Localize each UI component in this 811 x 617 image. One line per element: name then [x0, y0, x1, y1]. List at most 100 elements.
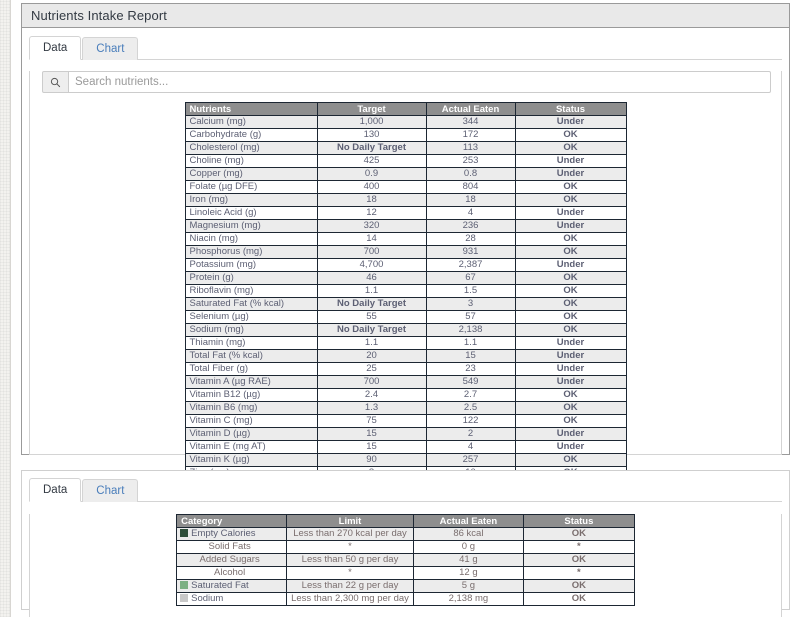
- table-row[interactable]: Thiamin (mg) 1.1 1.1 Under: [184, 336, 627, 350]
- status-badge: OK: [522, 553, 635, 567]
- nutrient-target: 4,700: [316, 258, 427, 272]
- table-row[interactable]: Potassium (mg) 4,700 2,387 Under: [184, 258, 627, 272]
- tab-chart-nutrients-label: Chart: [96, 43, 125, 55]
- table-row[interactable]: Selenium (µg) 55 57 OK: [184, 310, 627, 324]
- nutrients-panel-body: Data Chart: [22, 36, 789, 480]
- col-header-actual-eaten-2[interactable]: Actual Eaten: [412, 514, 524, 528]
- nutrient-name: Total Fiber (g): [184, 362, 318, 376]
- col-header-status-2[interactable]: Status: [522, 514, 635, 528]
- status-badge: *: [522, 566, 635, 580]
- page-title-text: Nutrients Intake Report: [31, 8, 167, 23]
- table-row[interactable]: Empty Calories Less than 270 kcal per day…: [176, 527, 635, 541]
- col-header-status[interactable]: Status: [514, 102, 627, 116]
- table-row[interactable]: Sodium Less than 2,300 mg per day 2,138 mg…: [176, 592, 635, 606]
- category-limit: *: [286, 566, 414, 580]
- table-row[interactable]: Calcium (mg) 1,000 344 Under: [184, 115, 627, 129]
- nutrient-actual: 1.1: [425, 336, 516, 350]
- table-row[interactable]: Vitamin B12 (µg) 2.4 2.7 OK: [184, 388, 627, 402]
- nutrient-name: Vitamin B12 (µg): [184, 388, 318, 402]
- status-badge: Under: [514, 219, 627, 233]
- table-row[interactable]: Niacin (mg) 14 28 OK: [184, 232, 627, 246]
- category-limit: Less than 50 g per day: [286, 553, 414, 567]
- table-row[interactable]: Riboflavin (mg) 1.1 1.5 OK: [184, 284, 627, 298]
- table-row[interactable]: Phosphorus (mg) 700 931 OK: [184, 245, 627, 259]
- status-badge: Under: [514, 167, 627, 181]
- nutrient-actual: 804: [425, 180, 516, 194]
- nutrient-actual: 4: [425, 440, 516, 454]
- status-badge: OK: [514, 310, 627, 324]
- nutrient-name: Phosphorus (mg): [184, 245, 318, 259]
- table-row[interactable]: Linoleic Acid (g) 12 4 Under: [184, 206, 627, 220]
- tab-data-nutrients-label: Data: [43, 42, 68, 54]
- table-row[interactable]: Saturated Fat (% kcal) No Daily Target 3 OK: [184, 297, 627, 311]
- tab-data-limits[interactable]: Data: [29, 478, 82, 502]
- col-header-limit[interactable]: Limit: [286, 514, 414, 528]
- status-badge: OK: [514, 401, 627, 415]
- status-badge: Under: [514, 427, 627, 441]
- table-row[interactable]: Protein (g) 46 67 OK: [184, 271, 627, 285]
- col-header-actual-eaten[interactable]: Actual Eaten: [425, 102, 516, 116]
- table-row[interactable]: Carbohydrate (g) 130 172 OK: [184, 128, 627, 142]
- status-badge: OK: [514, 271, 627, 285]
- table-row[interactable]: Folate (µg DFE) 400 804 OK: [184, 180, 627, 194]
- nutrient-actual: 57: [425, 310, 516, 324]
- table-row[interactable]: Vitamin D (µg) 15 2 Under: [184, 427, 627, 441]
- table-row[interactable]: Saturated Fat Less than 22 g per day 5 g OK: [176, 579, 635, 593]
- status-badge: *: [522, 540, 635, 554]
- table-row[interactable]: Vitamin A (µg RAE) 700 549 Under: [184, 375, 627, 389]
- nutrient-target: 700: [316, 245, 427, 259]
- nutrients-table-head: Nutrients Target Actual Eaten Status: [184, 102, 627, 116]
- table-row[interactable]: Total Fat (% kcal) 20 15 Under: [184, 349, 627, 363]
- nutrient-target: 400: [316, 180, 427, 194]
- category-subname: Added Sugars: [176, 553, 288, 567]
- table-row[interactable]: Solid Fats * 0 g *: [176, 540, 635, 554]
- status-badge: OK: [514, 193, 627, 207]
- tab-chart-nutrients[interactable]: Chart: [82, 37, 139, 60]
- table-row[interactable]: Vitamin C (mg) 75 122 OK: [184, 414, 627, 428]
- nutrients-table: Nutrients Target Actual Eaten Status Cal…: [184, 102, 627, 480]
- nutrient-actual: 2: [425, 427, 516, 441]
- table-row[interactable]: Vitamin K (µg) 90 257 OK: [184, 453, 627, 467]
- nutrient-target: 18: [316, 193, 427, 207]
- table-row[interactable]: Iron (mg) 18 18 OK: [184, 193, 627, 207]
- table-row[interactable]: Added Sugars Less than 50 g per day 41 g OK: [176, 553, 635, 567]
- category-name-label: Sodium: [191, 593, 224, 604]
- nutrients-header-row: Nutrients Target Actual Eaten Status: [184, 102, 627, 116]
- category-actual: 5 g: [412, 579, 524, 593]
- nutrient-target: 425: [316, 154, 427, 168]
- table-row[interactable]: Magnesium (mg) 320 236 Under: [184, 219, 627, 233]
- table-row[interactable]: Choline (mg) 425 253 Under: [184, 154, 627, 168]
- nutrient-target: 15: [316, 440, 427, 454]
- table-row[interactable]: Vitamin E (mg AT) 15 4 Under: [184, 440, 627, 454]
- nutrient-actual: 549: [425, 375, 516, 389]
- nutrient-name: Carbohydrate (g): [184, 128, 318, 142]
- table-row[interactable]: Sodium (mg) No Daily Target 2,138 OK: [184, 323, 627, 337]
- nutrients-report-panel: Nutrients Intake Report Data Chart: [21, 3, 790, 480]
- nutrient-name: Magnesium (mg): [184, 219, 318, 233]
- table-row[interactable]: Vitamin B6 (mg) 1.3 2.5 OK: [184, 401, 627, 415]
- category-limit: Less than 270 kcal per day: [286, 527, 414, 541]
- table-row[interactable]: Alcohol * 12 g *: [176, 566, 635, 580]
- col-header-target[interactable]: Target: [316, 102, 427, 116]
- nutrient-target: No Daily Target: [316, 297, 427, 311]
- status-badge: OK: [514, 245, 627, 259]
- col-header-category[interactable]: Category: [176, 514, 288, 528]
- limits-data-card: Category Limit Actual Eaten Status Empty…: [29, 514, 782, 617]
- table-row[interactable]: Total Fiber (g) 25 23 Under: [184, 362, 627, 376]
- table-row[interactable]: Copper (mg) 0.9 0.8 Under: [184, 167, 627, 181]
- search-button[interactable]: [42, 71, 69, 93]
- status-badge: Under: [514, 336, 627, 350]
- nutrient-actual: 257: [425, 453, 516, 467]
- page-title: Nutrients Intake Report: [22, 4, 789, 28]
- search-icon: [50, 77, 61, 87]
- nutrient-name: Saturated Fat (% kcal): [184, 297, 318, 311]
- col-header-nutrients[interactable]: Nutrients: [184, 102, 318, 116]
- nutrient-name: Vitamin A (µg RAE): [184, 375, 318, 389]
- tab-chart-limits[interactable]: Chart: [82, 479, 139, 502]
- nutrient-name: Iron (mg): [184, 193, 318, 207]
- limits-table-head: Category Limit Actual Eaten Status: [176, 514, 635, 528]
- tab-data-nutrients[interactable]: Data: [29, 36, 82, 60]
- search-input[interactable]: [69, 71, 771, 93]
- table-row[interactable]: Cholesterol (mg) No Daily Target 113 OK: [184, 141, 627, 155]
- status-badge: OK: [514, 232, 627, 246]
